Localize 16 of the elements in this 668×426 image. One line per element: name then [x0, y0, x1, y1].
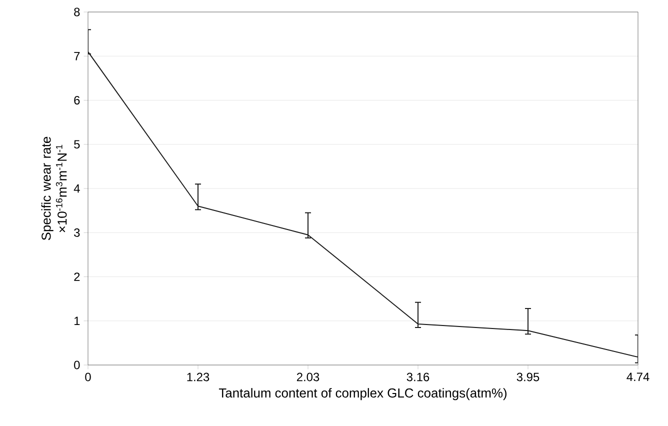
x-tick-label: 1.23 [187, 372, 210, 382]
x-tick-label: 3.16 [406, 372, 430, 382]
x-tick-label: 3.95 [516, 372, 540, 382]
y-tick-label: 8 [74, 8, 80, 16]
y-tick-label: 7 [74, 52, 80, 60]
y-tick-label: 5 [74, 140, 80, 149]
y-tick-label: 2 [74, 272, 80, 281]
y-tick-label: 6 [74, 96, 80, 104]
y-tick-label: 0 [74, 360, 80, 370]
y-tick-label: 1 [74, 316, 80, 325]
x-tick-label: 0 [85, 372, 91, 382]
x-tick-label: 4.74 [626, 372, 650, 381]
y-tick-label: 3 [74, 228, 80, 237]
y-tick-label: 4 [74, 184, 80, 193]
x-axis-title: Tantalum content of complex GLC coatings(atm%) [218, 388, 506, 400]
x-tick-label: 2.03 [296, 372, 320, 382]
